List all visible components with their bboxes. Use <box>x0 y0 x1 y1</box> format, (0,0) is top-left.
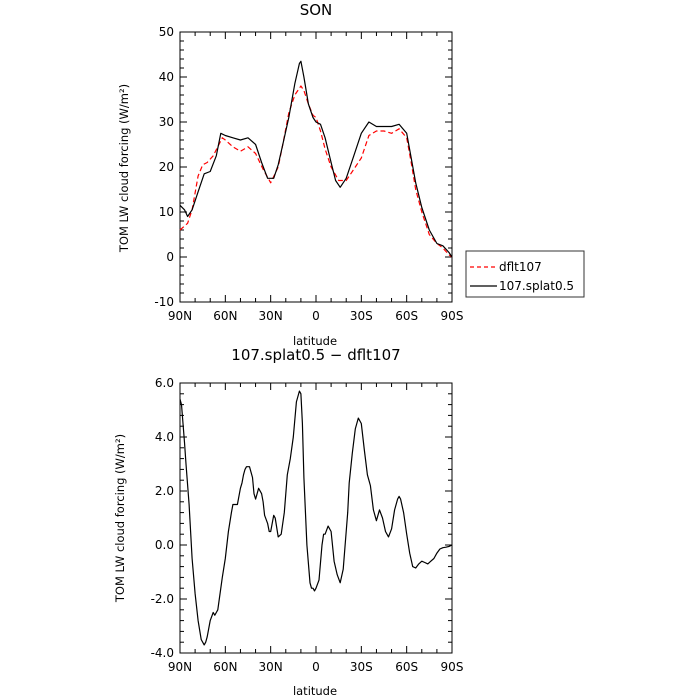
top-x-tick-label: 60N <box>213 309 237 323</box>
bottom-x-tick-label: 60N <box>213 660 237 674</box>
bottom-y-tick-label: -2.0 <box>151 592 174 606</box>
top-x-tick-label: 90S <box>441 309 464 323</box>
bottom-x-axis-label: latitude <box>293 684 337 698</box>
bottom-plot-frame <box>179 382 453 654</box>
bottom-y-tick-label: 0.0 <box>155 538 174 552</box>
top-x-tick-label: 60S <box>395 309 418 323</box>
bottom-y-tick-label: 6.0 <box>155 376 174 390</box>
top-series-line-107-splat0-5 <box>179 60 453 258</box>
bottom-axes: -4.0 -2.0 0.0 2.0 4.0 6.0 90N 60N 30N 0 30S 60S 90S <box>151 376 464 674</box>
bottom-y-tick-label: -4.0 <box>151 646 174 660</box>
bottom-x-tick-label: 30N <box>259 660 283 674</box>
top-x-tick-label: 90N <box>168 309 192 323</box>
top-axes: -10 0 10 20 30 40 50 90N 60N 30N 0 30S 60S 90S <box>154 25 463 323</box>
bottom-x-tick-label: 90N <box>168 660 192 674</box>
bottom-x-tick-label: 0 <box>312 660 320 674</box>
top-plot-frame <box>179 31 453 303</box>
top-y-tick-label: 0 <box>166 250 174 264</box>
bottom-y-tick-label: 2.0 <box>155 484 174 498</box>
bottom-series-line-diff <box>179 390 453 646</box>
top-y-tick-label: 40 <box>159 70 174 84</box>
top-series-line-dflt107 <box>179 85 453 258</box>
bottom-x-tick-label: 30S <box>350 660 373 674</box>
top-x-axis-label: latitude <box>293 334 337 348</box>
top-y-tick-label: 30 <box>159 115 174 129</box>
top-y-tick-label: 50 <box>159 25 174 39</box>
top-y-tick-label: 10 <box>159 205 174 219</box>
top-panel-title: SON <box>300 1 333 19</box>
legend-box <box>465 250 585 298</box>
top-y-tick-label: -10 <box>154 295 174 309</box>
top-series-lines <box>179 60 453 258</box>
bottom-x-tick-label: 60S <box>395 660 418 674</box>
legend: dflt107 107.splat0.5 <box>465 250 585 298</box>
top-x-tick-label: 0 <box>312 309 320 323</box>
legend-label-dflt107: dflt107 <box>499 260 542 274</box>
top-panel: SON -10 0 10 20 30 40 50 90N 60N 30N 0 30S 60S 90S la… <box>117 1 585 348</box>
bottom-y-tick-label: 4.0 <box>155 430 174 444</box>
top-y-tick-label: 20 <box>159 160 174 174</box>
bottom-panel: 107.splat0.5 − dflt107 -4.0 -2.0 0.0 2.0 4.0… <box>113 346 463 698</box>
bottom-series-lines <box>179 390 453 646</box>
bottom-y-axis-label: TOM LW cloud forcing (W/m²) <box>113 434 127 603</box>
legend-label-splat: 107.splat0.5 <box>499 279 574 293</box>
bottom-panel-title: 107.splat0.5 − dflt107 <box>231 346 400 364</box>
top-x-tick-label: 30N <box>259 309 283 323</box>
bottom-x-tick-label: 90S <box>441 660 464 674</box>
top-y-axis-label: TOM LW cloud forcing (W/m²) <box>117 84 131 253</box>
top-x-tick-label: 30S <box>350 309 373 323</box>
